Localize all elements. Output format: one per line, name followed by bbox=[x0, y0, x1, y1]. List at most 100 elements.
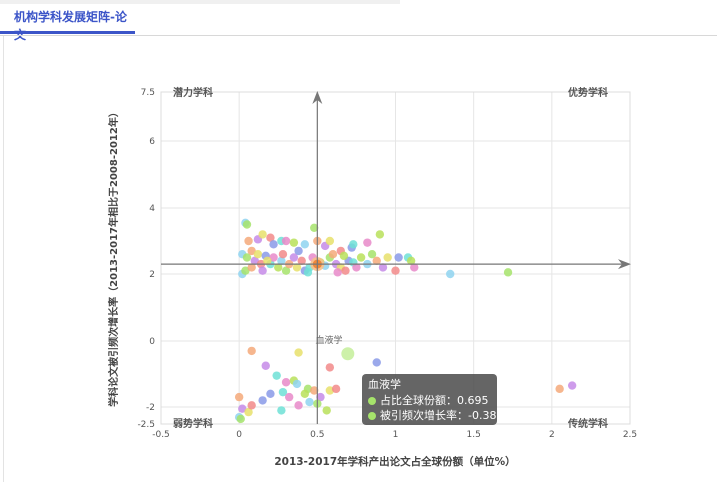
data-point[interactable] bbox=[250, 256, 259, 265]
y-tick-label: 2 bbox=[149, 270, 155, 280]
data-point[interactable] bbox=[300, 389, 310, 398]
data-point[interactable] bbox=[247, 263, 256, 272]
data-point[interactable] bbox=[244, 407, 253, 417]
data-point[interactable] bbox=[333, 268, 342, 277]
data-point[interactable] bbox=[242, 253, 252, 262]
point-tooltip: 血液学 占比全球份额：0.695 被引频次增长率：-0.387 bbox=[362, 374, 503, 425]
data-point[interactable] bbox=[263, 256, 272, 265]
data-point[interactable] bbox=[297, 256, 306, 265]
panel-left-border bbox=[3, 36, 4, 482]
data-point[interactable] bbox=[352, 263, 361, 272]
data-point[interactable] bbox=[316, 392, 325, 402]
data-point[interactable] bbox=[410, 263, 419, 272]
data-point[interactable] bbox=[278, 250, 288, 259]
data-point[interactable] bbox=[356, 253, 366, 262]
up-arrow-icon bbox=[312, 91, 323, 104]
data-point[interactable] bbox=[303, 268, 313, 277]
data-point[interactable] bbox=[289, 238, 299, 247]
data-point[interactable] bbox=[328, 250, 338, 259]
data-point[interactable] bbox=[503, 268, 513, 277]
data-point[interactable] bbox=[310, 386, 319, 395]
data-point[interactable] bbox=[234, 392, 244, 402]
data-point[interactable] bbox=[284, 392, 294, 402]
x-axis-title: 2013-2017年学科产出论文占全球份额（单位%） bbox=[274, 455, 515, 468]
data-point[interactable] bbox=[236, 414, 245, 424]
data-point[interactable] bbox=[281, 236, 291, 246]
data-point[interactable] bbox=[238, 404, 247, 413]
data-point[interactable] bbox=[363, 238, 372, 247]
data-point[interactable] bbox=[383, 253, 392, 262]
quadrant-label-bottom-right: 传统学科 bbox=[567, 417, 608, 430]
tooltip-share: 占比全球份额：0.695 bbox=[380, 394, 489, 407]
right-arrow-icon bbox=[618, 259, 631, 270]
data-point[interactable] bbox=[555, 384, 564, 394]
data-point[interactable] bbox=[261, 361, 270, 370]
data-point[interactable] bbox=[391, 266, 400, 275]
tooltip-growth-row: 被引频次增长率：-0.387 bbox=[368, 408, 503, 423]
data-point[interactable] bbox=[446, 269, 455, 279]
data-point[interactable] bbox=[331, 384, 341, 394]
data-point[interactable] bbox=[294, 348, 303, 357]
data-point[interactable] bbox=[277, 256, 286, 265]
data-point[interactable] bbox=[305, 397, 314, 407]
data-point[interactable] bbox=[274, 263, 283, 272]
data-point[interactable] bbox=[322, 406, 331, 415]
data-point[interactable] bbox=[247, 346, 256, 356]
quadrant-label-top-right: 优势学科 bbox=[568, 86, 608, 99]
data-point[interactable] bbox=[339, 251, 349, 261]
data-point[interactable] bbox=[258, 230, 267, 239]
data-point[interactable] bbox=[266, 389, 275, 398]
data-point[interactable] bbox=[247, 246, 256, 256]
data-point[interactable] bbox=[349, 240, 358, 249]
data-point[interactable] bbox=[294, 246, 303, 256]
data-point[interactable] bbox=[294, 401, 303, 410]
top-strip bbox=[0, 0, 400, 4]
data-point[interactable] bbox=[375, 230, 385, 239]
data-point[interactable] bbox=[266, 233, 275, 242]
data-point[interactable] bbox=[394, 253, 403, 262]
data-point[interactable] bbox=[289, 253, 299, 262]
data-point[interactable] bbox=[325, 363, 335, 372]
data-point[interactable] bbox=[247, 401, 256, 410]
tooltip-growth: 被引频次增长率：-0.387 bbox=[380, 409, 504, 422]
data-point[interactable] bbox=[269, 240, 278, 249]
data-point[interactable] bbox=[378, 263, 388, 272]
data-point[interactable] bbox=[253, 250, 263, 259]
data-point[interactable] bbox=[325, 236, 335, 246]
highlighted-data-point[interactable] bbox=[341, 347, 355, 361]
data-point[interactable] bbox=[281, 378, 291, 387]
x-tick-label: 0 bbox=[236, 430, 242, 440]
x-tick-label: 0.5 bbox=[310, 430, 324, 440]
data-point[interactable] bbox=[372, 256, 381, 265]
data-point[interactable] bbox=[269, 253, 278, 262]
data-point[interactable] bbox=[292, 379, 302, 389]
data-point[interactable] bbox=[244, 236, 253, 246]
data-point[interactable] bbox=[278, 387, 288, 397]
data-point[interactable] bbox=[406, 256, 416, 265]
quadrant-label-bottom-left: 弱势学科 bbox=[173, 417, 213, 430]
active-tab-indicator bbox=[0, 31, 135, 34]
data-point[interactable] bbox=[272, 371, 281, 380]
y-tick-label: 7.5 bbox=[141, 88, 155, 98]
quadrant-label-top-left: 潜力学科 bbox=[173, 86, 213, 99]
tab-divider bbox=[0, 35, 717, 36]
data-point[interactable] bbox=[277, 406, 286, 415]
data-point[interactable] bbox=[242, 220, 252, 229]
data-point[interactable] bbox=[367, 250, 377, 259]
data-point[interactable] bbox=[258, 266, 267, 275]
data-point[interactable] bbox=[292, 263, 302, 272]
data-point[interactable] bbox=[372, 358, 381, 367]
data-point[interactable] bbox=[300, 240, 310, 249]
data-point[interactable] bbox=[241, 266, 250, 275]
point-annotation: 血液学 bbox=[316, 334, 343, 346]
tick-labels: -0.5 0 0.5 1 1.5 2 2.5 -2.5 -2 0 2 4 6 7.5 bbox=[137, 88, 637, 440]
data-point[interactable] bbox=[341, 266, 350, 275]
data-points[interactable] bbox=[234, 218, 577, 424]
y-tick-label: 0 bbox=[149, 337, 155, 347]
data-point[interactable] bbox=[310, 223, 319, 232]
data-point[interactable] bbox=[258, 396, 267, 405]
x-tick-label: 1 bbox=[393, 430, 399, 440]
data-point[interactable] bbox=[567, 381, 577, 390]
data-point[interactable] bbox=[281, 266, 291, 275]
